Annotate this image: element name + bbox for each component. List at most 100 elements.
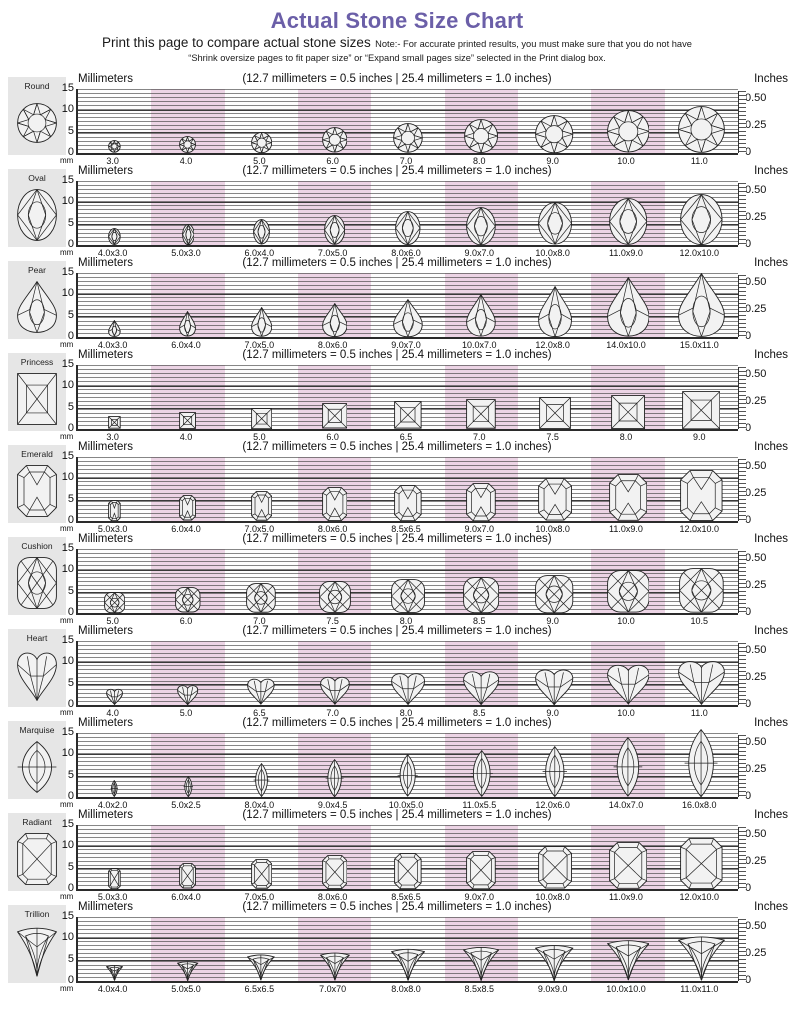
stone-cell[interactable]: [371, 825, 444, 889]
shape-badge-round[interactable]: Round: [8, 77, 66, 155]
stone-cell[interactable]: [591, 181, 664, 245]
shape-badge-oval[interactable]: Oval: [8, 169, 66, 247]
stone-cell[interactable]: [225, 641, 298, 705]
stone-cell[interactable]: [371, 457, 444, 521]
stone-cell[interactable]: [151, 457, 224, 521]
stone-cell[interactable]: [591, 917, 664, 981]
stone-cell[interactable]: [518, 457, 591, 521]
stone-cell[interactable]: [78, 273, 151, 337]
stone-cell[interactable]: [518, 641, 591, 705]
stone-cell[interactable]: [151, 825, 224, 889]
stone-cell[interactable]: [591, 273, 664, 337]
stone-cell[interactable]: [78, 457, 151, 521]
stone-cell[interactable]: [445, 181, 518, 245]
stone-cell[interactable]: [591, 641, 664, 705]
stone-cell[interactable]: [78, 549, 151, 613]
shape-badge-pear[interactable]: Pear: [8, 261, 66, 339]
shape-badge-marquise[interactable]: Marquise: [8, 721, 66, 799]
stone-cell[interactable]: [518, 273, 591, 337]
stone-cell[interactable]: [78, 733, 151, 797]
stone-cell[interactable]: [445, 641, 518, 705]
stone-cell[interactable]: [151, 641, 224, 705]
stone-cell[interactable]: [518, 181, 591, 245]
stone-cell[interactable]: [518, 89, 591, 153]
stone-cell[interactable]: [371, 549, 444, 613]
stone-cell[interactable]: [151, 549, 224, 613]
stone-cell[interactable]: [225, 825, 298, 889]
stone-cell[interactable]: [591, 825, 664, 889]
stone-cell[interactable]: [445, 549, 518, 613]
stone-cell[interactable]: [591, 733, 664, 797]
stone-cell[interactable]: [665, 733, 738, 797]
stone-cell[interactable]: [371, 181, 444, 245]
stone-cell[interactable]: [78, 825, 151, 889]
stone-cell[interactable]: [298, 641, 371, 705]
stone-cell[interactable]: [225, 549, 298, 613]
stone-cell[interactable]: [151, 89, 224, 153]
stone-cell[interactable]: [665, 641, 738, 705]
stone-cell[interactable]: [298, 273, 371, 337]
stone-cell[interactable]: [151, 917, 224, 981]
stone-cell[interactable]: [665, 89, 738, 153]
stone-cell[interactable]: [78, 641, 151, 705]
stone-cell[interactable]: [225, 365, 298, 429]
shape-badge-trillion[interactable]: Trillion: [8, 905, 66, 983]
stone-cell[interactable]: [151, 181, 224, 245]
stone-cell[interactable]: [298, 181, 371, 245]
stone-cell[interactable]: [78, 917, 151, 981]
stone-cell[interactable]: [591, 549, 664, 613]
stone-cell[interactable]: [151, 273, 224, 337]
shape-badge-cushion[interactable]: Cushion: [8, 537, 66, 615]
stone-cell[interactable]: [665, 273, 738, 337]
stone-cell[interactable]: [665, 917, 738, 981]
stone-cell[interactable]: [298, 917, 371, 981]
stone-cell[interactable]: [518, 549, 591, 613]
stone-cell[interactable]: [225, 457, 298, 521]
stone-cell[interactable]: [445, 365, 518, 429]
stone-cell[interactable]: [371, 89, 444, 153]
stone-cell[interactable]: [665, 365, 738, 429]
stone-cell[interactable]: [518, 825, 591, 889]
stone-cell[interactable]: [298, 549, 371, 613]
stone-cell[interactable]: [78, 365, 151, 429]
stone-cell[interactable]: [665, 181, 738, 245]
stone-cell[interactable]: [371, 365, 444, 429]
stone-cell[interactable]: [371, 733, 444, 797]
stone-cell[interactable]: [665, 457, 738, 521]
shape-badge-emerald[interactable]: Emerald: [8, 445, 66, 523]
stone-cell[interactable]: [518, 917, 591, 981]
stone-cell[interactable]: [591, 365, 664, 429]
stone-cell[interactable]: [445, 825, 518, 889]
stone-cell[interactable]: [225, 917, 298, 981]
stone-cell[interactable]: [518, 365, 591, 429]
stone-cell[interactable]: [225, 89, 298, 153]
stone-cell[interactable]: [298, 89, 371, 153]
stone-cell[interactable]: [518, 733, 591, 797]
stone-cell[interactable]: [371, 273, 444, 337]
stone-cell[interactable]: [591, 457, 664, 521]
stone-cell[interactable]: [298, 733, 371, 797]
stone-cell[interactable]: [371, 641, 444, 705]
stone-cell[interactable]: [298, 457, 371, 521]
stone-cell[interactable]: [665, 825, 738, 889]
stone-cell[interactable]: [445, 273, 518, 337]
stone-cell[interactable]: [298, 825, 371, 889]
stone-cell[interactable]: [445, 917, 518, 981]
stone-cell[interactable]: [665, 549, 738, 613]
stone-cell[interactable]: [225, 733, 298, 797]
stone-cell[interactable]: [298, 365, 371, 429]
stone-cell[interactable]: [78, 181, 151, 245]
stone-cell[interactable]: [151, 365, 224, 429]
stone-cell[interactable]: [591, 89, 664, 153]
stone-cell[interactable]: [371, 917, 444, 981]
shape-badge-princess[interactable]: Princess: [8, 353, 66, 431]
stone-cell[interactable]: [445, 89, 518, 153]
shape-badge-heart[interactable]: Heart: [8, 629, 66, 707]
stone-cell[interactable]: [225, 273, 298, 337]
stone-cell[interactable]: [445, 733, 518, 797]
stone-cell[interactable]: [151, 733, 224, 797]
stone-cell[interactable]: [445, 457, 518, 521]
stone-cell[interactable]: [225, 181, 298, 245]
stone-cell[interactable]: [78, 89, 151, 153]
shape-badge-radiant[interactable]: Radiant: [8, 813, 66, 891]
